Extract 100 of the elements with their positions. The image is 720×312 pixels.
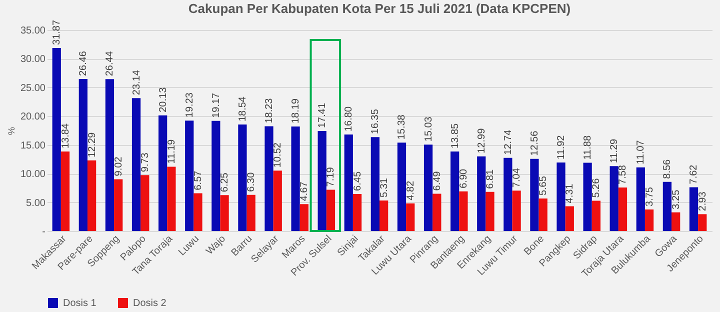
bar xyxy=(538,198,548,231)
bar xyxy=(78,79,88,231)
legend-label: Dosis 1 xyxy=(63,298,97,309)
bar xyxy=(60,152,70,231)
data-label: 12.74 xyxy=(502,129,514,155)
data-label: 16.80 xyxy=(344,106,355,132)
data-label: 3.75 xyxy=(644,186,656,206)
bar xyxy=(326,190,336,231)
data-label: 11.07 xyxy=(636,140,647,164)
data-label: 18.54 xyxy=(237,96,248,122)
bar xyxy=(504,158,512,231)
chart-title: Cakupan Per Kabupaten Kota Per 15 Juli 2021 (Data KPCPEN) xyxy=(188,0,571,16)
bar xyxy=(556,162,566,231)
bar xyxy=(565,206,574,231)
data-label: 19.17 xyxy=(210,92,222,118)
data-label: 26.44 xyxy=(104,50,116,76)
data-label: 26.46 xyxy=(78,50,90,76)
y-tick-label: 15.00 xyxy=(20,140,46,152)
bar xyxy=(132,98,141,231)
data-label: 7.58 xyxy=(618,164,629,184)
bar xyxy=(592,200,601,231)
bar xyxy=(610,166,618,231)
y-tick-label: 25.00 xyxy=(20,82,46,94)
data-label: 7.62 xyxy=(688,164,700,184)
data-label: 11.19 xyxy=(166,139,178,164)
bar xyxy=(530,158,539,231)
data-label: 2.93 xyxy=(697,191,708,212)
bar xyxy=(477,156,486,231)
bar xyxy=(167,166,176,231)
bar xyxy=(583,162,592,231)
y-tick-label: 10.00 xyxy=(20,169,46,180)
data-label: 6.25 xyxy=(220,172,231,192)
bar xyxy=(370,137,380,231)
bar xyxy=(158,115,168,231)
data-label: 3.25 xyxy=(670,189,682,210)
bar xyxy=(114,179,123,231)
bar xyxy=(273,170,282,231)
data-label: 7.04 xyxy=(512,168,523,188)
data-label: 11.92 xyxy=(556,134,568,160)
data-label: 16.35 xyxy=(370,108,382,134)
data-label: 11.29 xyxy=(609,138,620,164)
data-label: 4.31 xyxy=(564,183,576,204)
bar xyxy=(689,187,698,231)
bar xyxy=(450,151,460,231)
data-label: 6.57 xyxy=(192,170,204,190)
y-tick-label: 35.00 xyxy=(20,26,46,36)
bar xyxy=(352,194,362,231)
bar xyxy=(672,212,680,231)
bar xyxy=(432,194,442,231)
x-tick-label: Wajo xyxy=(204,233,228,258)
bar xyxy=(300,204,308,231)
data-label: 6.49 xyxy=(432,170,443,191)
data-label: 31.87 xyxy=(52,20,63,45)
bar xyxy=(318,131,326,231)
y-axis-title: % xyxy=(6,126,16,136)
bar xyxy=(140,175,150,231)
data-label: 18.19 xyxy=(290,98,302,124)
data-label: 6.30 xyxy=(246,172,258,192)
bar xyxy=(291,126,300,231)
data-label: 20.13 xyxy=(158,86,169,112)
bar xyxy=(185,120,194,231)
data-label: 15.38 xyxy=(396,114,408,140)
data-label: 7.19 xyxy=(326,166,337,187)
bar xyxy=(698,214,707,231)
bar xyxy=(397,142,406,231)
data-label: 13.85 xyxy=(450,123,461,148)
data-label: 4.82 xyxy=(405,180,416,200)
y-tick-label: 5.00 xyxy=(26,198,46,209)
data-label: 4.67 xyxy=(299,181,310,202)
data-label: 12.99 xyxy=(476,128,488,154)
y-tick-label: - xyxy=(42,226,46,238)
bar xyxy=(636,167,645,231)
bar xyxy=(52,48,61,231)
data-label: 6.45 xyxy=(352,171,364,191)
data-label: 12.56 xyxy=(529,130,540,156)
data-label: 18.23 xyxy=(264,98,275,124)
data-label: 15.03 xyxy=(423,116,434,142)
data-label: 6.90 xyxy=(458,168,470,188)
bar xyxy=(424,144,433,231)
bar xyxy=(662,182,672,231)
bar xyxy=(406,203,415,231)
data-label: 17.41 xyxy=(317,102,328,128)
bar xyxy=(644,209,654,231)
data-label: 5.65 xyxy=(538,176,550,196)
bar xyxy=(194,193,202,231)
bar xyxy=(220,195,229,231)
data-label: 13.84 xyxy=(60,123,72,149)
data-label: 5.31 xyxy=(378,178,390,198)
bar xyxy=(105,79,114,231)
data-label: 9.02 xyxy=(113,156,124,176)
data-label: 6.81 xyxy=(485,168,496,189)
data-label: 11.88 xyxy=(582,135,594,160)
bar xyxy=(618,187,628,231)
data-label: 8.56 xyxy=(662,158,674,179)
bar xyxy=(264,126,274,231)
data-label: 12.29 xyxy=(86,132,98,158)
bar xyxy=(87,160,96,231)
bar xyxy=(238,124,247,231)
data-label: 23.14 xyxy=(131,70,142,96)
bar xyxy=(246,194,256,231)
